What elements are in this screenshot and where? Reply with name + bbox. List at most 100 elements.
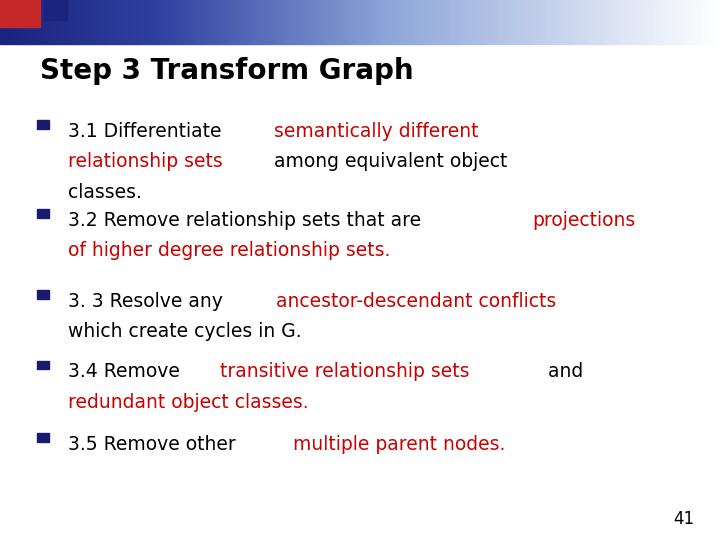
Bar <box>470 0 473 44</box>
Bar <box>557 0 559 44</box>
Bar <box>108 0 110 44</box>
Bar <box>37 120 49 129</box>
Bar <box>252 0 254 44</box>
Bar <box>667 0 670 44</box>
Bar <box>626 0 629 44</box>
Bar <box>461 0 463 44</box>
Bar <box>485 0 487 44</box>
Bar <box>497 0 499 44</box>
Bar <box>459 0 461 44</box>
Bar <box>441 0 444 44</box>
Bar <box>79 0 81 44</box>
Bar <box>247 0 250 44</box>
Bar <box>662 0 665 44</box>
Bar <box>598 0 600 44</box>
Bar <box>326 0 329 44</box>
Bar <box>468 0 470 44</box>
Bar <box>122 0 125 44</box>
Bar <box>58 0 60 44</box>
Bar <box>84 0 86 44</box>
Bar <box>646 0 648 44</box>
Bar <box>583 0 585 44</box>
Bar <box>137 0 139 44</box>
Bar <box>612 0 614 44</box>
Bar <box>192 0 194 44</box>
Bar <box>701 0 703 44</box>
Bar <box>74 0 77 44</box>
Bar <box>540 0 542 44</box>
Bar <box>574 0 576 44</box>
Bar <box>531 0 533 44</box>
Bar <box>387 0 389 44</box>
Bar <box>607 0 610 44</box>
Bar <box>624 0 626 44</box>
Bar <box>60 0 63 44</box>
Bar <box>437 0 439 44</box>
Bar <box>19 0 22 44</box>
Bar <box>564 0 567 44</box>
Bar <box>619 0 621 44</box>
Bar <box>259 0 261 44</box>
Bar <box>660 0 662 44</box>
Text: 3. 3 Resolve any: 3. 3 Resolve any <box>68 292 229 310</box>
Bar <box>492 0 495 44</box>
Bar <box>425 0 427 44</box>
Bar <box>490 0 492 44</box>
Bar <box>365 0 367 44</box>
Bar <box>63 0 65 44</box>
Bar <box>158 0 161 44</box>
Bar <box>110 0 113 44</box>
Bar <box>682 0 684 44</box>
Bar <box>444 0 446 44</box>
Bar <box>317 0 319 44</box>
Bar <box>243 0 245 44</box>
Bar <box>12 0 14 44</box>
Bar <box>401 0 403 44</box>
Bar <box>288 0 290 44</box>
Bar <box>391 0 394 44</box>
Bar <box>657 0 660 44</box>
Bar <box>650 0 653 44</box>
Bar <box>67 0 70 44</box>
Bar <box>466 0 468 44</box>
Bar <box>480 0 482 44</box>
Bar <box>600 0 603 44</box>
Bar <box>117 0 120 44</box>
Bar <box>576 0 578 44</box>
Text: redundant object classes.: redundant object classes. <box>68 393 309 411</box>
Bar <box>384 0 387 44</box>
Bar <box>22 0 24 44</box>
Bar <box>218 0 221 44</box>
Bar <box>718 0 720 44</box>
Bar <box>0 0 2 44</box>
Bar <box>418 0 420 44</box>
Bar <box>43 0 45 44</box>
Text: of higher degree relationship sets.: of higher degree relationship sets. <box>68 241 391 260</box>
Bar <box>482 0 485 44</box>
Bar <box>355 0 358 44</box>
Bar <box>348 0 351 44</box>
Bar <box>338 0 341 44</box>
Bar <box>37 210 49 218</box>
Bar <box>127 0 130 44</box>
Bar <box>101 0 103 44</box>
Bar <box>446 0 449 44</box>
Bar <box>209 0 211 44</box>
Text: semantically different: semantically different <box>274 122 479 140</box>
Bar <box>175 0 178 44</box>
Bar <box>125 0 127 44</box>
Bar <box>398 0 401 44</box>
Bar <box>189 0 192 44</box>
Bar <box>72 0 74 44</box>
Bar <box>14 0 17 44</box>
Bar <box>535 0 538 44</box>
Bar <box>257 0 259 44</box>
Bar <box>569 0 571 44</box>
Bar <box>264 0 266 44</box>
Bar <box>168 0 171 44</box>
Bar <box>526 0 528 44</box>
Bar <box>454 0 456 44</box>
Bar <box>312 0 315 44</box>
Bar <box>538 0 540 44</box>
Bar <box>413 0 415 44</box>
